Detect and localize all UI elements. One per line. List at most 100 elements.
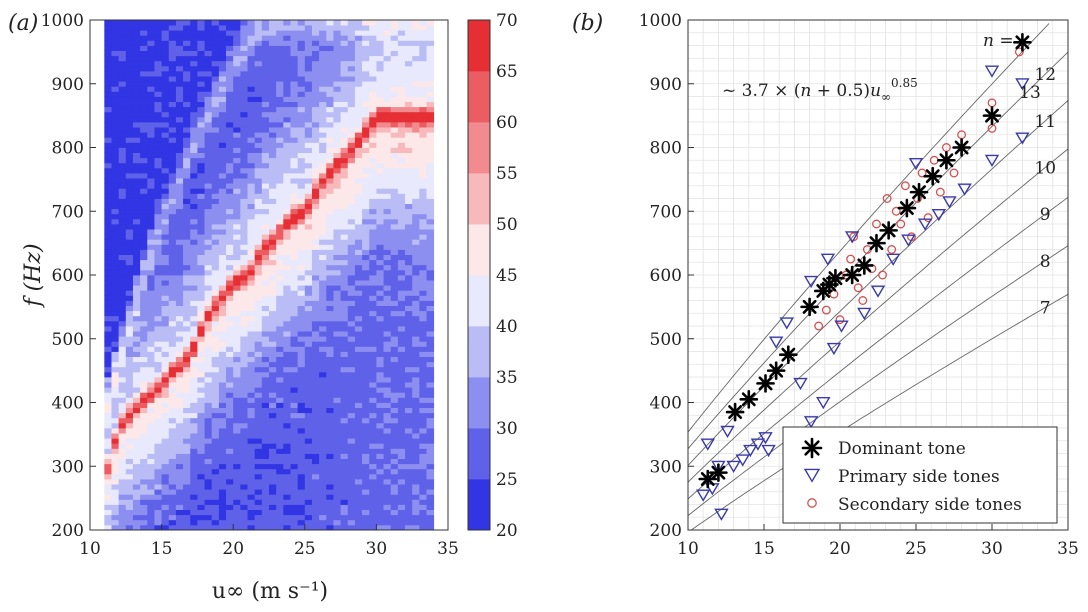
heatmap-cell	[383, 443, 392, 449]
heatmap-cell	[347, 361, 356, 368]
heatmap-cell	[419, 178, 427, 184]
heatmap-cell	[362, 331, 370, 337]
heatmap-cell	[390, 50, 399, 57]
heatmap-cell	[233, 269, 241, 276]
heatmap-cell	[283, 326, 291, 332]
heatmap-cell	[261, 76, 270, 82]
heatmap-cell	[261, 106, 270, 113]
heatmap-cell	[276, 468, 284, 475]
heatmap-cell	[297, 453, 306, 459]
heatmap-cell	[190, 259, 198, 266]
heatmap-cell	[369, 193, 377, 199]
heatmap-cell	[269, 60, 277, 67]
heatmap-cells	[104, 20, 435, 531]
heatmap-cell	[297, 275, 306, 281]
heatmap-cell	[168, 356, 177, 363]
heatmap-cell	[390, 428, 399, 434]
heatmap-cell	[397, 173, 406, 179]
heatmap-cell	[290, 382, 299, 388]
heatmap-cell	[426, 127, 435, 133]
heatmap-cell	[211, 356, 220, 363]
heatmap-cell	[405, 224, 413, 230]
heatmap-cell	[147, 417, 155, 424]
heatmap-cell	[369, 86, 377, 92]
heatmap-cell	[168, 55, 177, 62]
heatmap-cell	[254, 504, 263, 510]
heatmap-cell	[333, 300, 341, 306]
heatmap-cell	[218, 366, 227, 373]
heatmap-cell	[211, 336, 220, 342]
heatmap-cell	[161, 290, 170, 296]
heatmap-cell	[218, 438, 227, 444]
heatmap-cell	[319, 397, 327, 403]
heatmap-cell	[147, 443, 155, 449]
heatmap-cell	[161, 504, 170, 510]
heatmap-cell	[211, 448, 220, 454]
heatmap-cell	[111, 81, 120, 87]
heatmap-cell	[319, 494, 327, 500]
heatmap-cell	[161, 203, 170, 210]
heatmap-cell	[369, 122, 377, 128]
heatmap-cell	[218, 392, 227, 398]
heatmap-cell	[390, 30, 399, 36]
heatmap-cell	[362, 285, 370, 291]
heatmap-cell	[340, 320, 349, 327]
heatmap-cell	[233, 382, 241, 388]
heatmap-cell	[211, 224, 220, 230]
heatmap-cell	[283, 65, 291, 72]
heatmap-cell	[283, 254, 291, 261]
heatmap-cell	[118, 326, 127, 332]
heatmap-cell	[333, 494, 341, 500]
heatmap-cell	[405, 433, 413, 439]
heatmap-cell	[326, 356, 334, 363]
heatmap-cell	[132, 300, 141, 306]
heatmap-cell	[111, 111, 120, 118]
heatmap-cell	[140, 25, 148, 31]
heatmap-cell	[412, 300, 420, 306]
heatmap-cell	[140, 412, 148, 419]
heatmap-cell	[319, 361, 327, 368]
heatmap-cell	[261, 341, 270, 347]
heatmap-cell	[297, 300, 306, 306]
heatmap-cell	[197, 198, 205, 204]
heatmap-cell	[290, 499, 299, 505]
heatmap-cell	[283, 509, 291, 516]
heatmap-cell	[354, 224, 363, 230]
heatmap-cell	[132, 305, 141, 312]
y-tick-label: 200	[650, 521, 682, 541]
y-tick-label: 600	[650, 266, 682, 286]
heatmap-cell	[183, 285, 191, 291]
heatmap-cell	[190, 50, 198, 57]
heatmap-cell	[168, 60, 177, 67]
heatmap-cell	[397, 514, 406, 521]
heatmap-cell	[326, 341, 334, 347]
heatmap-cell	[104, 81, 112, 87]
heatmap-cell	[111, 25, 120, 31]
heatmap-cell	[276, 377, 284, 383]
heatmap-cell	[340, 336, 349, 342]
heatmap-cell	[147, 60, 155, 67]
heatmap-cell	[340, 509, 349, 516]
heatmap-cell	[140, 213, 148, 220]
heatmap-cell	[319, 55, 327, 62]
heatmap-cell	[154, 402, 162, 408]
heatmap-cell	[304, 60, 313, 67]
heatmap-cell	[311, 310, 320, 317]
heatmap-cell	[390, 147, 399, 153]
heatmap-cell	[190, 198, 198, 204]
heatmap-cell	[125, 402, 134, 408]
heatmap-cell	[111, 249, 120, 255]
heatmap-cell	[397, 285, 406, 291]
heatmap-cell	[419, 65, 427, 72]
heatmap-cell	[226, 86, 234, 92]
heatmap-cell	[118, 106, 127, 113]
heatmap-cell	[104, 239, 112, 245]
heatmap-cell	[340, 463, 349, 470]
heatmap-cell	[426, 86, 435, 92]
heatmap-cell	[240, 20, 248, 26]
heatmap-cell	[347, 479, 356, 485]
heatmap-cell	[254, 71, 263, 77]
heatmap-cell	[362, 152, 370, 159]
heatmap-cell	[233, 448, 241, 454]
heatmap-cell	[397, 25, 406, 31]
